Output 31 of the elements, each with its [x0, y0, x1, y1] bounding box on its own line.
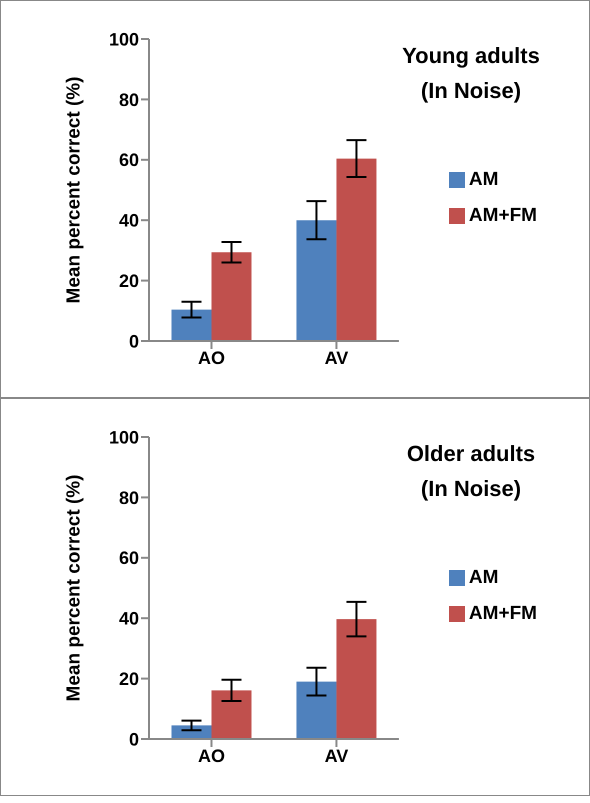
legend-label: AM+FM	[468, 205, 537, 226]
x-tick-label: AO	[198, 746, 225, 766]
bar	[171, 310, 212, 341]
bar	[211, 252, 252, 341]
y-tick-label: 100	[108, 427, 139, 448]
legend-label: AM+FM	[468, 603, 537, 624]
legend-label: AM	[468, 169, 498, 190]
y-tick-label: 20	[118, 668, 139, 689]
y-tick-label: 100	[108, 29, 139, 50]
text: Older adults (In Noise)	[406, 441, 536, 501]
y-tick-label: 0	[128, 331, 139, 352]
x-tick-label: AV	[324, 348, 348, 368]
y-tick-label: 80	[118, 90, 139, 110]
x-tick-label: AO	[198, 348, 225, 368]
y-tick-label: 60	[118, 150, 139, 170]
x-tick-label: AV	[324, 746, 348, 766]
bar	[296, 682, 336, 739]
text: Young adults (In Noise)	[402, 43, 540, 103]
legend-label: AM	[468, 567, 498, 588]
y-tick-label: 60	[118, 548, 139, 568]
bar	[211, 690, 252, 739]
y-tick-label: 80	[118, 488, 139, 508]
y-tick-label: 40	[118, 608, 139, 629]
bar	[296, 220, 336, 341]
bar	[336, 619, 376, 739]
y-tick-label: 20	[118, 270, 139, 291]
y-tick-label: 40	[118, 210, 139, 231]
bar	[336, 158, 376, 341]
y-axis-title: Mean percent correct (%)	[64, 474, 85, 702]
y-tick-label: 0	[128, 729, 139, 750]
y-axis-title: Mean percent correct (%)	[64, 76, 85, 304]
